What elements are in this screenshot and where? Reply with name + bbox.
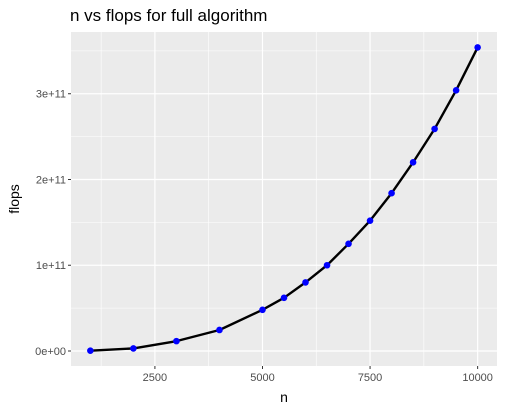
data-point [323,261,331,269]
x-axis: 2500 5000 7500 10000 [143,366,493,384]
grid-minor [71,32,497,366]
data-point [87,347,94,354]
data-point [302,279,309,286]
data-point [366,217,374,224]
x-axis-title: n [280,389,288,405]
x-tick-label: 2500 [143,372,167,384]
y-axis-title: flops [6,184,22,214]
data-point [280,294,288,302]
x-tick-label: 5000 [250,372,274,384]
data-point [452,87,460,94]
y-tick-label: 0e+00 [35,346,66,358]
data-point [474,44,481,51]
grid-major [71,32,497,366]
data-point [431,125,438,133]
data-point [388,189,395,197]
y-axis: 0e+00 1e+11 2e+11 3e+11 [35,89,71,358]
plot-panel [71,32,497,366]
x-tick-label: 7500 [358,372,382,384]
series-points [87,44,481,354]
data-point [259,306,266,314]
chart-title: n vs flops for full algorithm [70,6,268,25]
y-tick-label: 3e+11 [36,89,66,101]
x-tick-label: 10000 [462,372,493,384]
data-point [173,337,180,345]
data-point [130,345,137,352]
data-point [409,159,417,166]
y-tick-label: 1e+11 [36,260,66,272]
data-point [345,240,352,248]
y-tick-label: 2e+11 [36,174,66,186]
data-point [216,326,223,334]
